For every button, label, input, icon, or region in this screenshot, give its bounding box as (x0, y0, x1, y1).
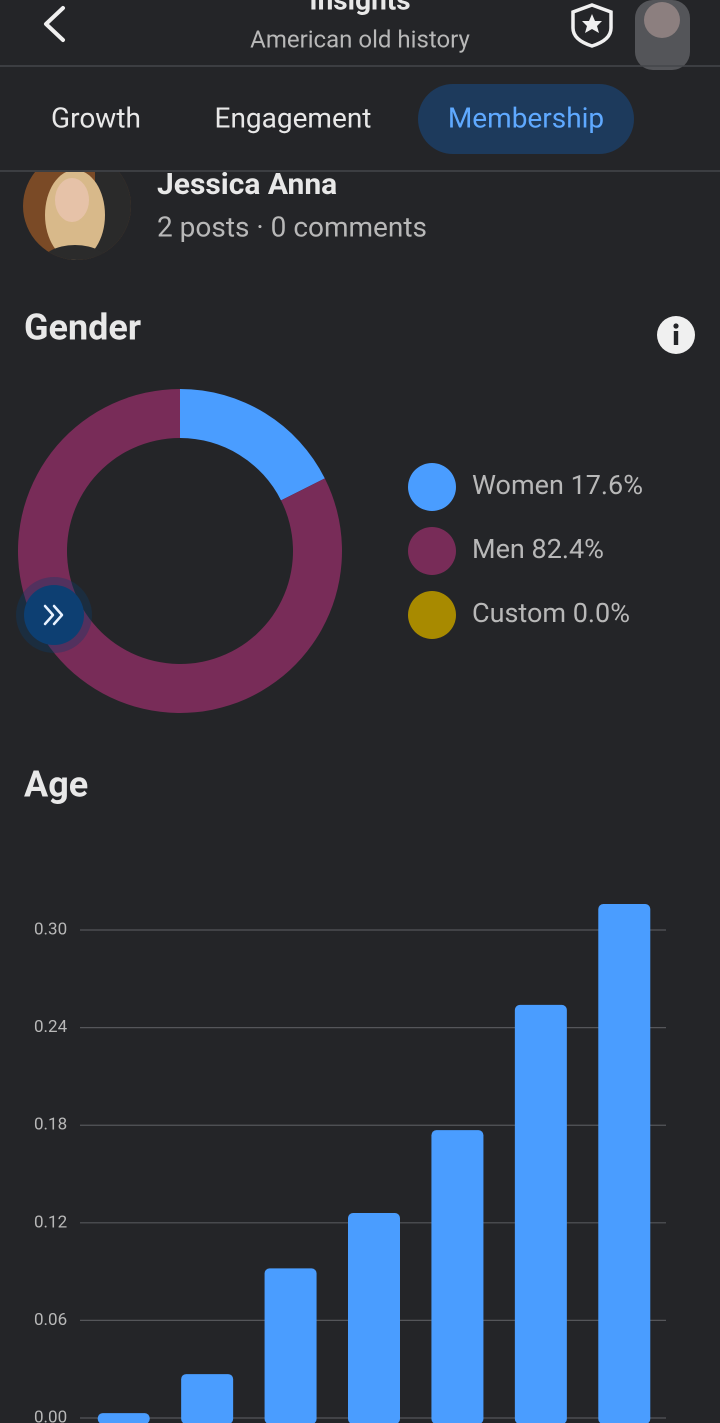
bar (181, 1374, 234, 1423)
legend-value: 82.4% (532, 533, 604, 565)
bar (514, 1004, 567, 1423)
bar (598, 904, 651, 1423)
y-tick-label: 0.00 (34, 1407, 67, 1423)
donut-slice (180, 389, 325, 501)
header-title: Insights (309, 0, 410, 16)
tab-active-bg (418, 84, 634, 154)
legend: Women 17.6% Men 82.4% Custom 0.0% (408, 463, 643, 639)
legend-value: 17.6% (571, 469, 643, 501)
header-subtitle: American old history (250, 25, 470, 53)
legend-entry: Custom 0.0% (472, 597, 630, 629)
member-name: Jessica Anna (157, 167, 337, 202)
section-title: Age (24, 764, 88, 806)
tab-active[interactable]: Membership (448, 101, 604, 134)
legend-swatch (408, 463, 456, 511)
legend-swatch (408, 527, 456, 575)
legend-value: 0.0% (573, 597, 630, 629)
legend-label: Men (472, 533, 525, 565)
section-title: Gender (24, 307, 141, 349)
bar (264, 1268, 317, 1423)
info-icon[interactable] (657, 316, 695, 354)
bar (348, 1213, 400, 1423)
y-tick-label: 0.30 (34, 920, 67, 940)
floating-expand-button[interactable] (16, 577, 92, 653)
legend-label: Women (472, 469, 564, 501)
donut-slice (17, 389, 343, 713)
y-tick-label: 0.18 (34, 1115, 67, 1135)
bar (431, 1130, 484, 1423)
shield-icon[interactable] (571, 3, 613, 48)
y-tick-label: 0.12 (34, 1212, 67, 1232)
tab[interactable]: Growth (51, 101, 141, 134)
back-button[interactable] (44, 6, 65, 42)
bar-chart: 0.00 0.06 0.12 0.18 0.24 0.30 (34, 904, 666, 1423)
legend-entry: Women 17.6% (472, 469, 643, 501)
legend-swatch (408, 591, 456, 639)
y-tick-label: 0.06 (34, 1310, 67, 1330)
tab[interactable]: Engagement (215, 101, 372, 134)
legend-label: Custom (472, 597, 566, 629)
bar (97, 1413, 150, 1423)
profile-avatar[interactable] (635, 0, 690, 70)
donut-chart (17, 389, 343, 713)
legend-entry: Men 82.4% (472, 533, 604, 565)
member-stats: 2 posts · 0 comments (157, 210, 427, 243)
y-tick-label: 0.24 (34, 1017, 68, 1037)
